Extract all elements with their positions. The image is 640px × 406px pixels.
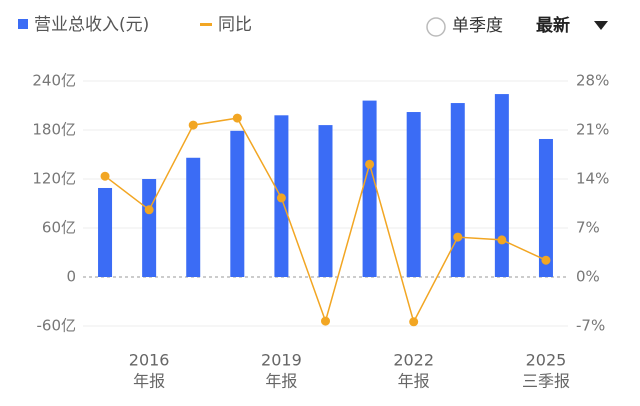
bar <box>450 103 465 277</box>
y2-tick-label: 0% <box>576 268 600 286</box>
x-tick-label: 2019 <box>261 351 302 370</box>
dropdown-arrow[interactable] <box>594 21 608 30</box>
legend-label: 同比 <box>218 15 252 35</box>
line-point <box>409 317 419 327</box>
radio-button[interactable] <box>426 17 446 37</box>
x-tick-label: 2016 <box>129 351 170 370</box>
bar <box>142 179 157 277</box>
x-tick-sublabel: 年报 <box>265 372 297 391</box>
legend-swatch-line <box>200 23 212 26</box>
line-point <box>144 205 154 215</box>
bar <box>406 112 421 278</box>
radio-label[interactable]: 单季度 <box>452 16 503 36</box>
y2-tick-label: 7% <box>576 219 600 237</box>
line-point <box>188 120 198 130</box>
y-tick-label: -60亿 <box>37 317 77 335</box>
y-tick-label: 60亿 <box>42 219 76 237</box>
y2-tick-label: 14% <box>576 170 609 188</box>
y-tick-label: 120亿 <box>32 170 76 188</box>
bar <box>538 138 553 277</box>
y2-tick-label: 28% <box>576 72 609 90</box>
bar <box>494 94 509 277</box>
x-tick-sublabel: 年报 <box>133 372 165 391</box>
bar <box>318 125 333 277</box>
line-point <box>276 193 286 203</box>
bar <box>230 130 245 277</box>
legend-label: 营业总收入(元) <box>34 15 149 35</box>
dropdown-label[interactable]: 最新 <box>536 15 570 36</box>
line-point <box>541 255 551 265</box>
y2-tick-label: 21% <box>576 121 609 139</box>
bar <box>98 187 113 277</box>
y-tick-label: 0 <box>66 268 76 286</box>
line-point <box>453 232 463 242</box>
y2-tick-label: -7% <box>576 317 605 335</box>
line-point <box>232 113 242 123</box>
legend-swatch-bar <box>18 19 28 29</box>
line-point <box>321 316 330 326</box>
x-tick-sublabel: 年报 <box>398 372 430 391</box>
line-point <box>497 235 507 245</box>
bar <box>186 157 201 277</box>
line-point <box>100 171 110 181</box>
x-tick-label: 2022 <box>393 351 434 370</box>
bar <box>362 100 377 277</box>
line-point <box>365 159 375 169</box>
y-tick-label: 180亿 <box>32 121 76 139</box>
x-tick-sublabel: 三季报 <box>522 372 570 391</box>
y-tick-label: 240亿 <box>32 72 76 90</box>
x-tick-label: 2025 <box>526 351 567 370</box>
